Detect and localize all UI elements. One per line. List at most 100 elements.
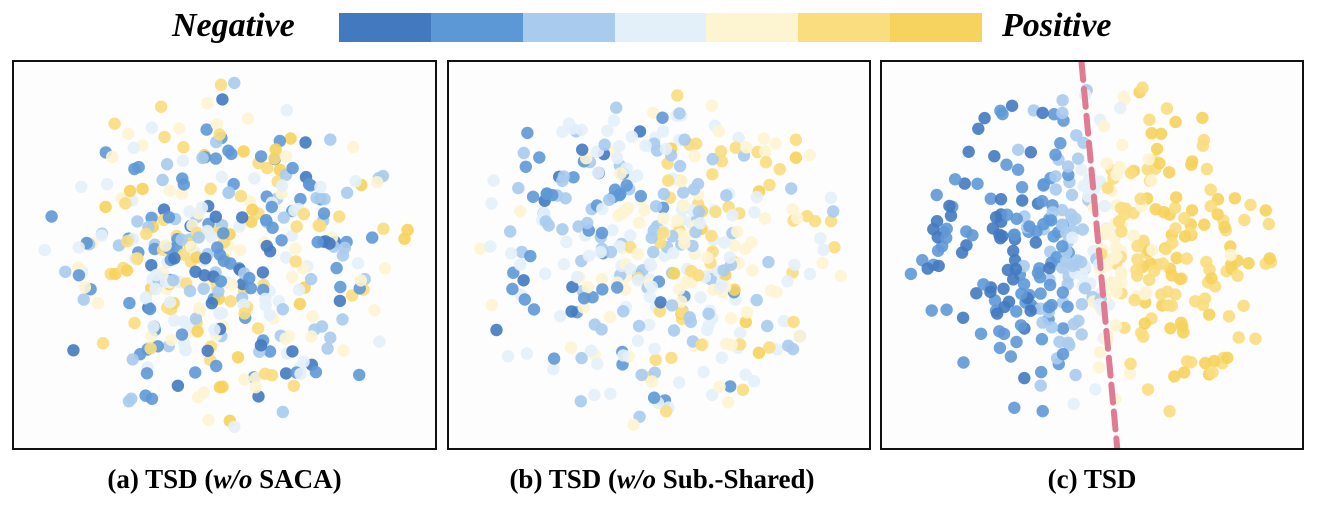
scatter-point — [217, 254, 230, 268]
scatter-point — [1067, 397, 1080, 411]
scatter-point — [1123, 367, 1137, 380]
scatter-point — [1176, 320, 1189, 333]
scatter-point — [921, 262, 934, 275]
scatter-point — [45, 210, 58, 223]
scatter-point — [171, 379, 185, 392]
scatter-point — [713, 380, 726, 393]
scatter-point — [697, 365, 710, 379]
scatter-point — [263, 308, 276, 322]
scatter-point — [635, 368, 648, 382]
scatter-point — [122, 127, 135, 140]
scatter-point — [154, 100, 168, 113]
scatter-point — [706, 168, 719, 181]
scatter-point — [828, 241, 841, 254]
scatter-point — [123, 296, 136, 310]
scatter-point — [559, 192, 572, 205]
colorbar-swatch-0 — [339, 13, 431, 42]
scatter-point — [1178, 212, 1191, 225]
scatter-point — [1180, 252, 1193, 265]
scatter-point — [740, 306, 754, 319]
scatter-point — [1204, 183, 1217, 196]
scatter-point — [657, 187, 670, 201]
scatter-point — [168, 252, 181, 265]
scatter-point — [620, 179, 633, 192]
scatter-point — [401, 223, 414, 237]
scatter-point — [140, 227, 153, 241]
scatter-point — [785, 182, 798, 195]
scatter-point — [1160, 242, 1173, 256]
scatter-point — [665, 351, 678, 365]
scatter-point — [956, 311, 970, 324]
scatter-point — [527, 303, 541, 316]
scatter-point — [1135, 326, 1148, 339]
scatter-point — [762, 255, 775, 269]
scatter-point — [733, 326, 747, 340]
scatter-point — [1109, 276, 1123, 289]
legend-colorbar — [339, 13, 983, 42]
scatter-point — [577, 292, 591, 305]
scatter-point — [286, 270, 299, 283]
scatter-point — [1071, 152, 1085, 165]
scatter-point — [506, 282, 519, 296]
scatter-point — [368, 304, 381, 317]
scatter-point — [1259, 204, 1272, 217]
scatter-point — [330, 261, 343, 275]
scatter-point — [904, 267, 918, 281]
scatter-point — [311, 235, 324, 249]
scatter-point — [715, 351, 728, 364]
scatter-point — [1023, 220, 1036, 233]
scatter-point — [674, 175, 688, 188]
scatter-point — [1169, 222, 1182, 235]
scatter-point — [747, 375, 761, 388]
scatter-point — [1070, 129, 1083, 142]
scatter-point — [290, 220, 303, 233]
scatter-point — [1138, 317, 1151, 330]
scatter-point — [177, 248, 190, 261]
scatter-point — [731, 225, 744, 238]
scatter-point — [930, 188, 943, 202]
scatter-panel-b — [447, 60, 871, 450]
scatter-point — [617, 305, 630, 318]
scatter-point — [667, 324, 681, 337]
scatter-point — [715, 279, 728, 292]
scatter-point — [197, 282, 210, 295]
scatter-point — [677, 186, 690, 199]
scatter-point — [582, 249, 596, 262]
scatter-point — [1203, 308, 1216, 321]
scatter-point — [349, 175, 362, 188]
scatter-point — [324, 331, 337, 344]
scatter-point — [607, 114, 621, 127]
scatter-point — [254, 339, 268, 352]
scatter-point — [72, 241, 85, 254]
scatter-point — [1049, 183, 1062, 196]
scatter-point — [520, 347, 534, 360]
scatter-point — [1110, 286, 1123, 299]
scatter-point — [1000, 158, 1013, 171]
scatter-point — [1168, 370, 1181, 383]
scatter-point — [803, 149, 816, 162]
scatter-point — [571, 270, 584, 284]
scatter-point — [231, 351, 245, 364]
scatter-point — [816, 256, 829, 270]
scatter-point — [705, 229, 718, 243]
scatter-point — [225, 278, 239, 291]
caption-c: (c) TSD — [880, 458, 1304, 500]
scatter-point — [611, 281, 624, 294]
scatter-point — [292, 283, 306, 297]
scatter-point — [827, 205, 840, 218]
scatter-point — [259, 292, 272, 306]
scatter-point — [99, 200, 112, 214]
scatter-point — [305, 330, 318, 343]
scatter-point — [215, 170, 229, 184]
scatter-point — [649, 353, 662, 367]
scatter-point — [260, 239, 273, 253]
scatter-point — [1035, 333, 1049, 346]
scatter-point — [1035, 365, 1048, 379]
scatter-point — [1036, 316, 1049, 329]
scatter-point — [1076, 223, 1089, 236]
scatter-point — [745, 236, 758, 249]
scatter-point — [706, 388, 719, 402]
scatter-point — [789, 151, 803, 164]
scatter-point — [1069, 368, 1082, 382]
scatter-point — [175, 328, 189, 341]
